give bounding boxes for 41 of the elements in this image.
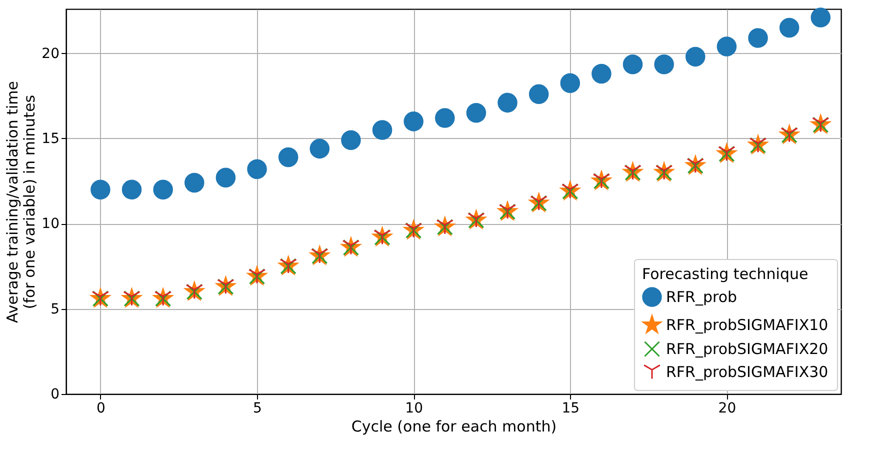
point [216,168,236,188]
point [122,180,142,200]
point [90,180,110,200]
point [435,108,455,128]
point [278,147,298,168]
point [372,120,392,140]
point [560,73,580,93]
point [748,28,768,48]
point [686,46,706,67]
point [466,103,486,123]
y-tick-label: 5 [50,301,60,318]
point [498,92,518,113]
point [404,112,424,132]
x-tick-label: 15 [562,400,580,416]
point [592,64,612,84]
legend-label: RFR_probSIGMAFIX30 [666,363,828,381]
y-tick-label: 0 [50,386,60,402]
x-tick-label: 10 [405,400,423,416]
y-axis-title: Average training/validation time (for one variable) in minutes [4,80,39,324]
point [153,180,173,200]
x-tick-label: 5 [253,400,262,416]
x-axis-title: Cycle (one for each month) [351,418,557,436]
point [341,130,361,150]
point [528,84,549,104]
legend-title: Forecasting technique [642,265,808,283]
point [716,36,737,56]
point [184,172,204,193]
x-tick-label: 20 [718,400,736,416]
point [779,18,800,38]
point [247,159,267,179]
point [622,54,643,74]
legend-label: RFR_prob [666,288,738,306]
point [810,8,831,28]
y-tick-label: 20 [42,46,60,62]
legend-label: RFR_probSIGMAFIX20 [666,340,828,358]
legend-label: RFR_probSIGMAFIX10 [666,316,828,334]
y-tick-label: 10 [42,216,60,232]
point [654,54,674,74]
point [310,138,330,159]
y-tick-label: 15 [42,130,60,147]
x-tick-label: 0 [96,400,106,416]
